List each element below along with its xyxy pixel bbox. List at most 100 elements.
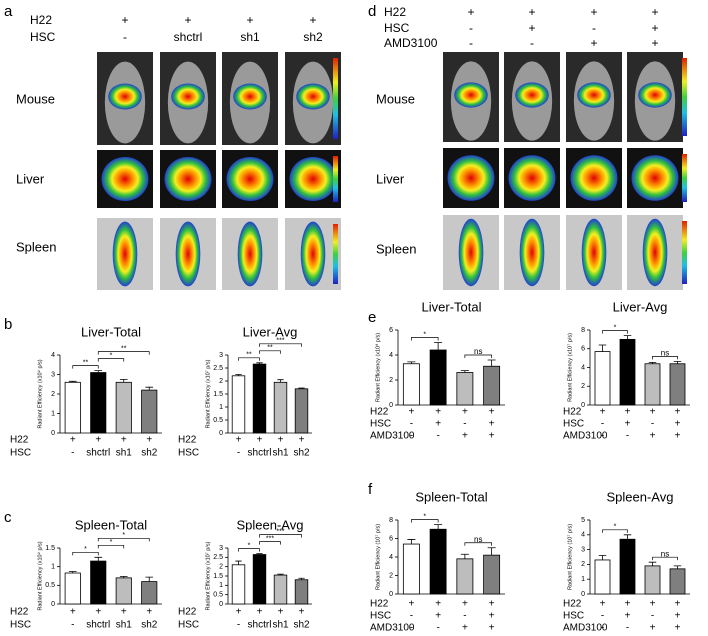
y-tick-label: 1 (581, 576, 585, 583)
error-bar (94, 556, 103, 562)
condition-value: + (278, 435, 284, 446)
condition-value: - (626, 623, 629, 634)
condition-value: + (489, 407, 495, 418)
condition-value: + (651, 21, 658, 35)
row-label: Liver (376, 171, 405, 186)
bar (669, 568, 686, 595)
condition-value: + (70, 607, 76, 618)
error-bar (598, 555, 607, 560)
error-bar (145, 386, 154, 391)
y-tick-label: 1.5 (213, 391, 223, 398)
condition-value: - (469, 36, 473, 50)
condition-value: + (650, 623, 656, 634)
error-bar (487, 547, 496, 556)
significance-label: * (614, 324, 617, 331)
condition-label: H22 (178, 435, 197, 446)
y-axis-label: Radiant Efficiency (x10⁸ p/s) (374, 333, 381, 402)
significance-bracket (238, 548, 260, 552)
significance-bracket (72, 365, 99, 369)
bar (252, 554, 267, 605)
y-axis-label: Radiant Efficiency (x10⁹ p/s) (36, 541, 43, 610)
mouse-signal (454, 82, 488, 108)
condition-value: - (410, 623, 413, 634)
color-bar (682, 154, 687, 202)
condition-value: - (71, 620, 74, 631)
condition-label: HSC (178, 620, 199, 631)
condition-value: - (237, 620, 240, 631)
mouse-signal (296, 83, 330, 110)
bar (644, 565, 661, 595)
condition-value: + (435, 419, 441, 430)
condition-value: sh1 (272, 620, 289, 631)
bar-chart: Liver-Avg Radiant Efficiency (x10⁷ p/s) 0 0… (178, 324, 312, 459)
significance-bracket (97, 358, 125, 362)
condition-value: + (435, 407, 441, 418)
condition-value: + (675, 623, 681, 634)
error-bar (68, 571, 77, 574)
significance-label: * (248, 542, 251, 549)
significance-bracket (259, 350, 281, 354)
y-tick-label: 4 (581, 364, 585, 371)
y-tick-label: 1.5 (45, 545, 55, 552)
liver-signal (289, 156, 337, 202)
condition-value: + (309, 13, 316, 27)
significance-bracket (411, 337, 439, 341)
bar (456, 558, 474, 595)
bar (402, 543, 420, 595)
y-tick-label: 2 (389, 377, 393, 384)
significance-bracket (97, 544, 125, 549)
significance-bracket (72, 551, 99, 556)
bar (90, 372, 107, 434)
condition-label: AMD3100 (563, 431, 608, 442)
significance-label: * (84, 546, 87, 553)
condition-value: - (237, 448, 240, 459)
significance-bracket (411, 519, 439, 523)
y-tick-label: 2.5 (213, 554, 223, 561)
condition-label: HSC (10, 620, 31, 631)
spleen-signal (642, 218, 668, 287)
bar (115, 381, 132, 434)
condition-value: + (625, 599, 631, 610)
chart-title: Spleen-Total (75, 517, 147, 532)
chart-title: Spleen-Avg (607, 489, 674, 504)
spleen-signal (581, 218, 607, 287)
condition-value: + (121, 607, 127, 618)
condition-value: + (650, 407, 656, 418)
y-axis-label: Radiant Efficiency (x10⁷ p/s) (204, 541, 211, 610)
condition-value: sh2 (141, 448, 158, 459)
y-tick-label: 2 (51, 391, 55, 398)
chart-title: Spleen-Total (415, 489, 487, 504)
significance-label: ** (83, 359, 89, 366)
y-tick-label: 5 (581, 517, 585, 524)
y-tick-label: 0 (219, 430, 223, 437)
color-bar (682, 221, 687, 284)
condition-label: H22 (370, 407, 389, 418)
y-tick-label: 3 (219, 352, 223, 359)
mouse-signal (515, 82, 549, 108)
error-bar (623, 534, 632, 540)
significance-bracket (259, 541, 281, 545)
bar (402, 363, 420, 406)
significance-label: ** (246, 352, 252, 359)
y-axis-label: Radiant Efficiency (x10⁹ p/s) (36, 359, 43, 428)
error-bar (673, 565, 682, 569)
spleen-signal (519, 218, 545, 287)
significance-label: ns (661, 549, 669, 558)
liver-signal (508, 155, 556, 201)
bar-chart: Spleen-Total Radiant Efficiency (x10⁹ p/s… (10, 517, 162, 631)
chart-title: Spleen-Avg (237, 517, 304, 532)
condition-value: + (528, 21, 535, 35)
condition-label: AMD3100 (563, 623, 608, 634)
condition-label: AMD3100 (384, 36, 438, 50)
mouse-signal (577, 82, 611, 108)
color-bar (682, 58, 687, 136)
significance-bracket (97, 537, 150, 542)
chart-title: Liver-Avg (613, 299, 668, 314)
row-label: Mouse (376, 91, 415, 106)
condition-value: + (489, 599, 495, 610)
bar (483, 365, 501, 406)
error-bar (434, 342, 443, 350)
error-bar (298, 577, 305, 580)
condition-value: + (257, 607, 263, 618)
significance-bracket (464, 354, 492, 358)
